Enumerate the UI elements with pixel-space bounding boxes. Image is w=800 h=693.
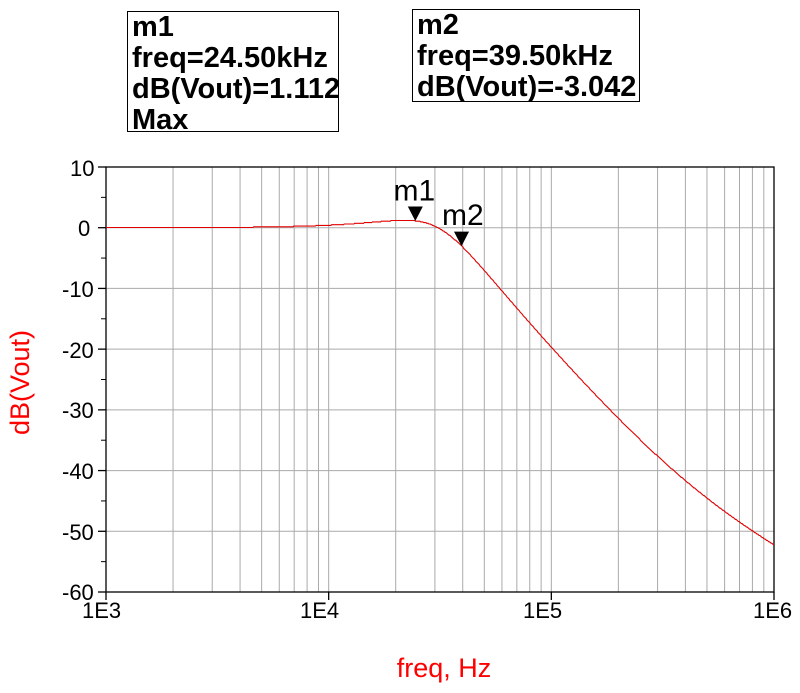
svg-text:m2: m2 (442, 199, 484, 232)
svg-text:m1: m1 (394, 175, 436, 208)
